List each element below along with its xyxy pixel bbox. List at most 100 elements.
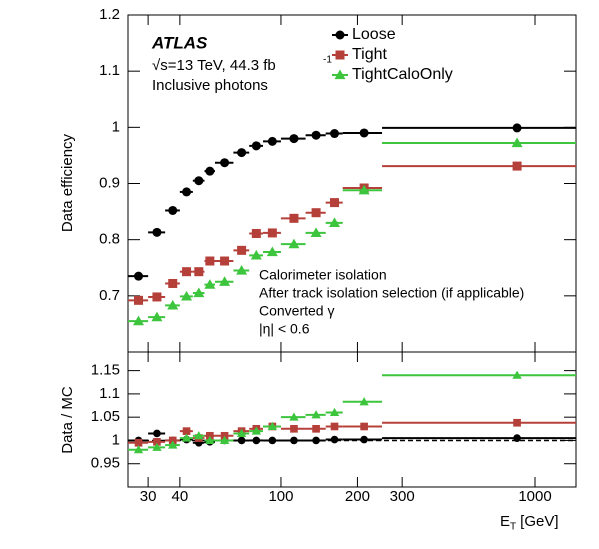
marker	[219, 435, 230, 444]
x-axis-label-unit: [GeV]	[516, 513, 559, 530]
experiment-label: ATLAS	[151, 33, 208, 52]
marker	[153, 429, 161, 438]
marker	[134, 438, 143, 447]
marker	[311, 410, 321, 419]
legend-label: Loose	[352, 26, 396, 43]
y-tick-label: 1.15	[91, 362, 120, 379]
marker	[152, 292, 162, 302]
legend-label: Tight	[352, 46, 388, 63]
marker	[251, 426, 262, 435]
marker	[181, 290, 193, 301]
marker	[311, 130, 321, 140]
y-tick-label: 1.05	[91, 408, 120, 425]
marker	[335, 30, 345, 40]
marker	[266, 246, 278, 257]
marker	[237, 245, 247, 255]
marker	[330, 129, 340, 139]
marker	[152, 442, 162, 451]
marker	[133, 315, 145, 326]
marker	[153, 438, 161, 446]
marker	[194, 176, 204, 186]
y-tick-label: 1.1	[99, 62, 120, 79]
marker	[194, 431, 204, 440]
marker	[168, 278, 178, 288]
marker	[236, 265, 248, 275]
y-tick-label: 0.9	[99, 174, 120, 191]
marker	[134, 295, 144, 305]
x-tick-label: 200	[345, 488, 370, 505]
marker	[330, 422, 339, 431]
y-tick-label: 1.1	[99, 385, 120, 402]
marker	[205, 166, 215, 176]
y-tick-label: 1	[112, 431, 120, 448]
marker	[335, 50, 345, 60]
y-tick-label: 1.2	[99, 6, 120, 23]
marker	[511, 137, 523, 148]
marker	[133, 445, 144, 454]
marker	[312, 424, 320, 433]
marker	[252, 436, 261, 445]
marker	[288, 238, 300, 249]
marker	[182, 187, 192, 197]
marker	[193, 287, 205, 298]
energy-label: √s=13 TeV, 44.3 fb	[152, 57, 276, 74]
marker	[182, 267, 192, 277]
marker	[360, 435, 368, 444]
marker	[205, 435, 215, 444]
marker	[268, 436, 277, 445]
marker	[168, 205, 178, 215]
marker	[290, 424, 298, 433]
marker	[251, 228, 261, 238]
marker	[289, 134, 299, 144]
marker	[513, 418, 521, 427]
x-tick-label: 300	[390, 488, 415, 505]
bottom-frame	[127, 351, 577, 488]
superscript: -1	[323, 55, 332, 66]
marker	[219, 276, 231, 286]
marker	[289, 412, 299, 421]
marker	[251, 141, 261, 151]
marker	[250, 249, 262, 260]
annotation: Calorimeter isolation	[259, 267, 387, 283]
selection-label: Inclusive photons	[152, 77, 268, 94]
marker	[205, 256, 215, 266]
marker	[204, 279, 216, 289]
marker	[312, 436, 320, 445]
marker	[290, 436, 298, 445]
y-tick-label: 0.8	[99, 231, 120, 248]
marker	[289, 213, 299, 223]
marker	[512, 161, 522, 171]
marker	[360, 422, 368, 431]
marker	[512, 123, 522, 133]
marker	[311, 208, 321, 218]
marker	[220, 256, 230, 266]
marker	[237, 436, 246, 445]
y-tick-label: 1	[112, 118, 120, 135]
marker	[167, 299, 179, 310]
marker	[237, 148, 247, 158]
marker	[182, 427, 191, 435]
x-tick-label: 100	[268, 488, 293, 505]
marker	[359, 128, 369, 138]
marker	[152, 227, 162, 237]
marker	[151, 311, 163, 322]
marker	[359, 397, 369, 406]
annotation: Converted γ	[259, 303, 334, 319]
marker	[513, 434, 521, 442]
y-tick-label: 0.95	[91, 455, 120, 472]
marker	[329, 217, 341, 227]
marker	[358, 184, 370, 195]
marker	[181, 433, 192, 442]
annotation: After track isolation selection (if appl…	[259, 285, 524, 301]
x-axis-label: E	[500, 513, 510, 530]
y-tick-label: 0.7	[99, 287, 120, 304]
marker	[267, 421, 278, 430]
marker	[236, 428, 247, 437]
marker	[310, 227, 322, 238]
marker	[267, 228, 277, 238]
marker	[220, 158, 230, 168]
annotation: |η| < 0.6	[259, 321, 310, 337]
y-axis-label: Data / MC	[59, 386, 76, 454]
x-axis-label-sub: T	[510, 522, 516, 533]
